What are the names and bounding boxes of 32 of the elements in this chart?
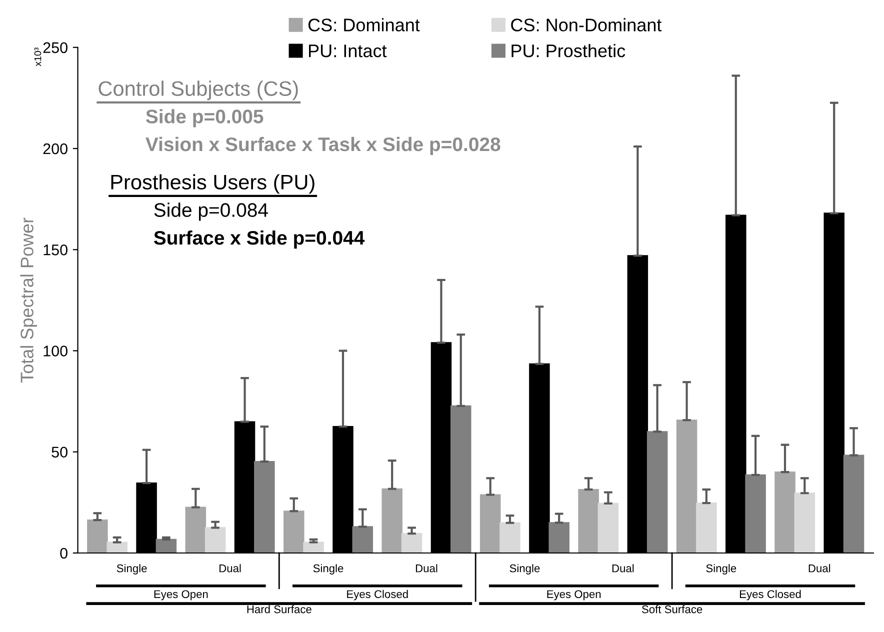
- x-tick-label: Single: [313, 564, 344, 574]
- y-tick-label: 150: [44, 244, 68, 256]
- annotation: Vision x Surface x Task x Side p=0.028: [146, 136, 500, 156]
- y-tick-label: 100: [44, 346, 68, 356]
- text: Eyes Open: [547, 590, 601, 600]
- x-tick-label: Dual: [416, 564, 438, 572]
- x-tick-label: Dual: [808, 564, 830, 572]
- annotation: Side p=0.084: [154, 202, 268, 221]
- y-tick-label: 250: [43, 42, 68, 54]
- y-axis-title: Total Spectral Power: [20, 218, 38, 383]
- text: Eyes Closed: [347, 590, 408, 600]
- text: x10³: [34, 48, 42, 66]
- y-tick-label: 200: [43, 143, 68, 154]
- legend-label: CS: Non-Dominant: [511, 18, 662, 32]
- text: Eyes Open: [154, 590, 208, 600]
- annotation: Surface x Side p=0.044: [154, 230, 365, 249]
- x-tick-label: Single: [706, 564, 736, 574]
- text: Hard Surface: [247, 605, 312, 614]
- legend-label: PU: Prosthetic: [512, 44, 626, 58]
- y-tick-label: 0: [60, 548, 68, 559]
- x-tick-label: Dual: [612, 564, 634, 572]
- annotation: Prosthesis Users (PU): [111, 174, 314, 194]
- text: Soft Surface: [642, 605, 702, 614]
- legend-label: PU: Intact: [309, 44, 387, 58]
- x-tick-label: Single: [116, 564, 147, 574]
- annotation: Control Subjects (CS): [98, 80, 298, 100]
- x-tick-label: Single: [510, 564, 540, 574]
- annotation: Side p=0.005: [146, 109, 264, 128]
- y-tick-label: 50: [52, 446, 68, 458]
- x-tick-label: Dual: [220, 564, 241, 572]
- legend-label: CS: Dominant: [308, 18, 420, 32]
- text: Eyes Closed: [740, 590, 801, 600]
